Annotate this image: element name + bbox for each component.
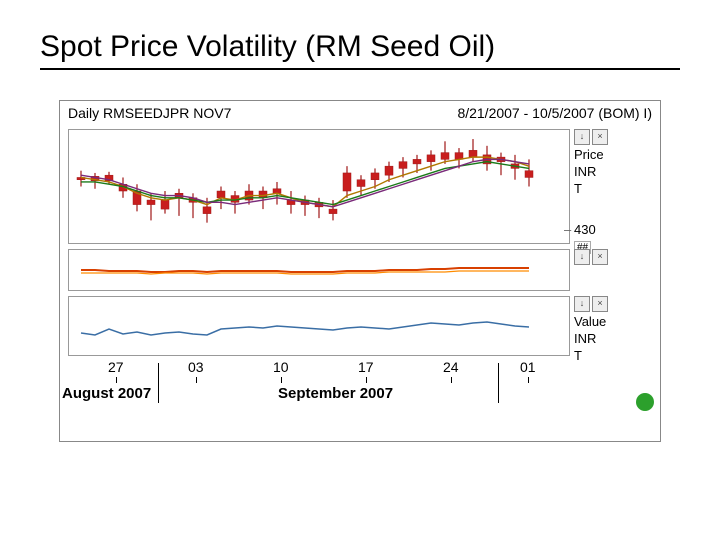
- value-t-label: T: [574, 348, 656, 365]
- value-panel-right: ↓ × Value INR T: [574, 296, 656, 365]
- panel-down-icon[interactable]: ↓: [574, 296, 590, 312]
- xtick-label: 17: [358, 359, 374, 375]
- panel-down-icon[interactable]: ↓: [574, 249, 590, 265]
- price-panel: [68, 129, 570, 244]
- x-month: September 2007: [278, 385, 393, 402]
- xtick-label: 24: [443, 359, 459, 375]
- panel-close-icon[interactable]: ×: [592, 249, 608, 265]
- xtick-label: 01: [520, 359, 536, 375]
- price-label: Price: [574, 147, 656, 164]
- panel-close-icon[interactable]: ×: [592, 129, 608, 145]
- value-currency: INR: [574, 331, 656, 348]
- xtick-label: 10: [273, 359, 289, 375]
- mid-panel: [68, 249, 570, 291]
- price-y-ref: 430: [574, 222, 596, 237]
- panel-close-icon[interactable]: ×: [592, 296, 608, 312]
- chart-header-right: 8/21/2007 - 10/5/2007 (BOM) I): [457, 105, 652, 121]
- x-month: August 2007: [62, 385, 151, 402]
- price-currency: INR: [574, 164, 656, 181]
- x-divider: [498, 363, 499, 403]
- price-panel-right: ↓ × Price INR T – 430 ##: [574, 129, 656, 254]
- chart-frame: Daily RMSEEDJPR NOV7 8/21/2007 - 10/5/20…: [59, 100, 661, 442]
- xtick-label: 03: [188, 359, 204, 375]
- chart-header-left: Daily RMSEEDJPR NOV7: [68, 105, 231, 121]
- mid-panel-right: ↓ ×: [574, 249, 656, 267]
- x-divider: [158, 363, 159, 403]
- price-t-label: T: [574, 181, 656, 198]
- value-panel: [68, 296, 570, 356]
- panel-down-icon[interactable]: ↓: [574, 129, 590, 145]
- x-axis: 27 03 10 17 24 01 August 2007 September …: [68, 359, 570, 419]
- xtick-label: 27: [108, 359, 124, 375]
- slide-title: Spot Price Volatility (RM Seed Oil): [40, 30, 680, 70]
- value-label: Value: [574, 314, 656, 331]
- status-dot-icon: [636, 393, 654, 411]
